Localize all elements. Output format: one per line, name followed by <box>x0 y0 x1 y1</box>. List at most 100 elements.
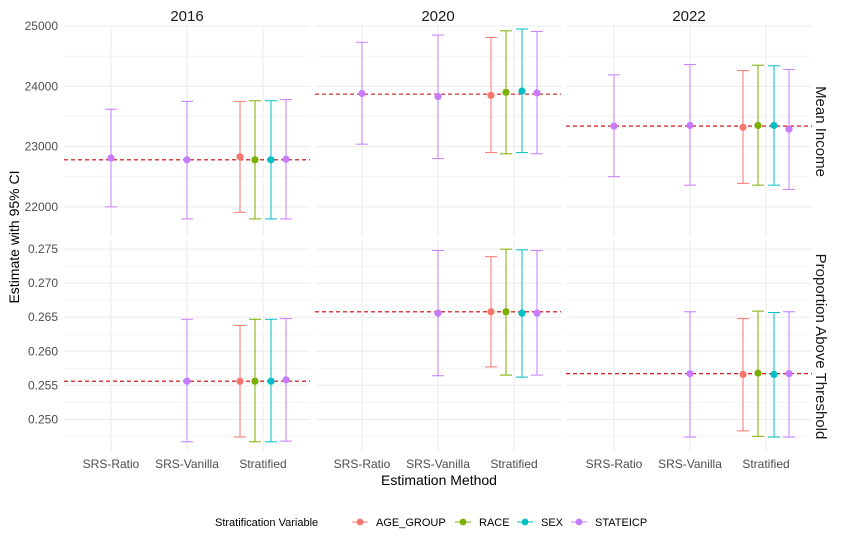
errorbar-stateicp <box>280 99 292 220</box>
errorbar-sex <box>768 65 780 186</box>
errorbar-race <box>500 30 512 155</box>
x-axis-title: Estimation Method <box>381 472 497 488</box>
legend-label: RACE <box>479 517 510 529</box>
point-estimate <box>267 377 275 385</box>
panel-prop-2020 <box>315 248 561 378</box>
point-estimate <box>502 308 510 316</box>
legend-label: STATEICP <box>595 517 647 529</box>
legend-key-point <box>356 518 364 526</box>
point-estimate <box>107 154 115 162</box>
errorbar-stateicp <box>280 318 292 442</box>
legend-item-stateicp: STATEICP <box>571 517 647 529</box>
point-estimate <box>487 91 495 99</box>
errorbar-age-group <box>485 36 497 154</box>
row-strip-income: Mean Income <box>812 86 829 177</box>
panel-prop-2016 <box>64 318 310 443</box>
errorbar-age-group <box>737 70 749 184</box>
errorbar-sex <box>768 311 780 438</box>
errorbar-stateicp <box>432 34 444 160</box>
errorbar-stateicp <box>684 64 696 186</box>
y-tick-label: 25000 <box>25 19 59 33</box>
row-strip-prop: Proportion Above Threshold <box>812 254 829 440</box>
point-estimate <box>236 153 244 161</box>
y-tick-label: 0.255 <box>28 378 58 392</box>
point-estimate <box>251 377 259 385</box>
errorbar-race <box>249 100 261 220</box>
errorbar-stateicp <box>531 30 543 155</box>
point-estimate <box>487 308 495 316</box>
x-tick-label: SRS-Vanilla <box>406 457 470 471</box>
errorbar-stateicp <box>608 74 620 178</box>
panel-income-2016 <box>64 99 310 220</box>
legend-title: Stratification Variable <box>215 517 318 529</box>
errorbar-stateicp <box>181 100 193 220</box>
point-estimate <box>785 370 793 378</box>
errorbar-stateicp <box>684 311 696 438</box>
errorbar-race <box>752 64 764 186</box>
errorbar-stateicp <box>105 108 117 208</box>
errorbar-age-group <box>485 256 497 368</box>
y-tick-label: 0.260 <box>28 344 58 358</box>
point-estimate <box>236 377 244 385</box>
point-estimate <box>610 122 618 130</box>
point-estimate <box>267 156 275 164</box>
point-estimate <box>518 309 526 317</box>
point-estimate <box>785 125 793 133</box>
errorbar-race <box>752 310 764 437</box>
errorbar-race <box>249 318 261 443</box>
y-tick-label: 0.265 <box>28 310 58 324</box>
x-tick-label: SRS-Vanilla <box>155 457 219 471</box>
errorbar-stateicp <box>531 250 543 376</box>
legend: Stratification Variable AGE_GROUP RACE SEX… <box>215 517 647 529</box>
point-estimate <box>518 87 526 95</box>
y-tick-label: 0.250 <box>28 412 58 426</box>
y-tick-label: 24000 <box>25 79 59 93</box>
x-tick-label: SRS-Vanilla <box>658 457 722 471</box>
legend-label: AGE_GROUP <box>376 517 446 529</box>
y-tick-label: 23000 <box>25 140 59 154</box>
point-estimate <box>282 376 290 384</box>
errorbar-age-group <box>737 318 749 432</box>
legend-key-point <box>459 518 467 526</box>
y-tick-label: 0.275 <box>28 242 58 256</box>
point-estimate <box>251 156 259 164</box>
x-tick-label: SRS-Ratio <box>83 457 140 471</box>
panels-layer: 2016 2020 2022 Mean Income Proportion Above … <box>25 8 829 471</box>
point-estimate <box>739 123 747 131</box>
point-estimate <box>434 309 442 317</box>
legend-item-age-group: AGE_GROUP <box>352 517 446 529</box>
errorbar-sex <box>516 249 528 378</box>
legend-key-point <box>575 518 583 526</box>
errorbar-sex <box>265 318 277 443</box>
point-estimate <box>282 155 290 163</box>
point-estimate <box>739 370 747 379</box>
point-estimate <box>686 121 694 130</box>
x-tick-label: Stratified <box>742 457 789 471</box>
x-tick-label: Stratified <box>490 457 537 471</box>
errorbar-sex <box>516 28 528 154</box>
point-estimate <box>183 156 191 164</box>
point-estimate <box>686 370 694 378</box>
legend-key-point <box>521 518 529 526</box>
point-estimate <box>183 377 191 385</box>
errorbar-stateicp <box>783 311 795 438</box>
y-tick-label: 22000 <box>25 200 59 214</box>
errorbar-stateicp <box>783 68 795 190</box>
point-estimate <box>754 121 762 130</box>
errorbar-stateicp <box>432 250 444 377</box>
errorbar-race <box>500 248 512 376</box>
y-tick-label: 0.270 <box>28 276 58 290</box>
x-tick-label: SRS-Ratio <box>334 457 391 471</box>
point-estimate <box>754 369 762 377</box>
legend-item-sex: SEX <box>517 517 564 529</box>
point-estimate <box>358 89 366 98</box>
panel-prop-2022 <box>566 310 812 438</box>
column-strip-2016: 2016 <box>170 8 203 25</box>
legend-label: SEX <box>541 517 564 529</box>
point-estimate <box>533 89 541 97</box>
errorbar-stateicp <box>356 41 368 145</box>
x-tick-label: Stratified <box>239 457 286 471</box>
errorbar-age-group <box>234 100 246 213</box>
